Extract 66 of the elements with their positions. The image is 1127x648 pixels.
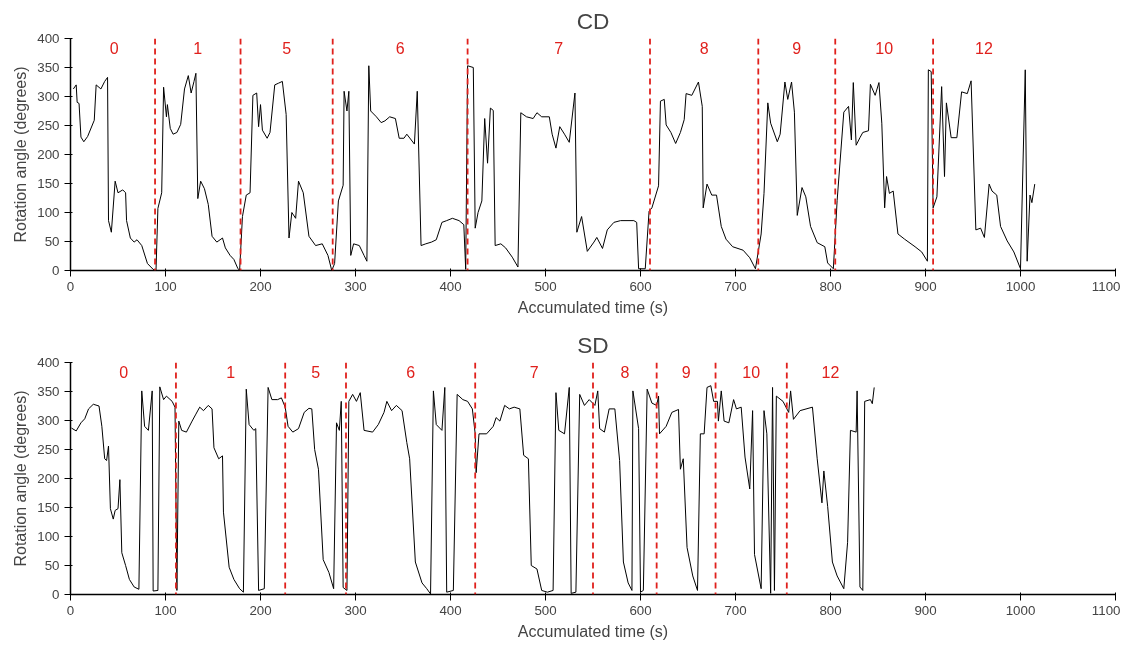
x-tick-label: 800 xyxy=(819,602,842,618)
chart-title: SD xyxy=(577,331,609,358)
y-tick-label: 150 xyxy=(37,500,60,515)
annotation: 9 xyxy=(792,39,802,57)
annotation: 12 xyxy=(975,39,993,57)
y-tick-label: 50 xyxy=(44,234,60,249)
x-tick-label: 300 xyxy=(344,278,367,294)
annotation: 7 xyxy=(529,363,539,381)
annotation: 7 xyxy=(554,39,564,57)
y-tick-label: 0 xyxy=(52,587,60,602)
annotation: 6 xyxy=(406,363,416,381)
x-tick-label: 1000 xyxy=(1005,278,1036,294)
annotation: 12 xyxy=(821,363,840,381)
y-tick-label: 250 xyxy=(37,442,60,457)
x-tick-label: 500 xyxy=(534,278,557,294)
annotation: 5 xyxy=(311,363,321,381)
x-tick-label: 500 xyxy=(534,602,557,618)
annotation: 1 xyxy=(193,39,203,57)
x-tick-label: 100 xyxy=(154,602,177,618)
annotation: 10 xyxy=(875,39,894,57)
y-tick-label: 50 xyxy=(44,558,60,573)
x-tick-label: 1100 xyxy=(1091,602,1121,618)
annotation: 8 xyxy=(620,363,630,381)
y-tick-label: 400 xyxy=(37,355,60,370)
x-tick-label: 1000 xyxy=(1005,602,1036,618)
y-tick-label: 300 xyxy=(37,413,60,428)
y-tick-label: 200 xyxy=(37,471,60,486)
x-tick-label: 400 xyxy=(439,602,462,618)
y-tick-label: 350 xyxy=(37,60,60,75)
x-tick-label: 600 xyxy=(629,602,652,618)
y-axis-title: Rotation angle (degrees) xyxy=(12,390,30,567)
annotation: 5 xyxy=(282,39,292,57)
x-tick-label: 400 xyxy=(439,278,462,294)
x-tick-label: 200 xyxy=(249,278,272,294)
x-tick-label: 800 xyxy=(819,278,842,294)
annotation: 1 xyxy=(226,363,236,381)
annotation: 0 xyxy=(109,39,119,57)
x-axis-title: Accumulated time (s) xyxy=(517,298,669,316)
x-tick-label: 600 xyxy=(629,278,652,294)
x-tick-label: 1100 xyxy=(1091,278,1121,294)
y-tick-label: 100 xyxy=(37,529,60,544)
y-axis-title: Rotation angle (degrees) xyxy=(12,66,30,243)
y-tick-label: 200 xyxy=(37,147,60,162)
y-tick-label: 250 xyxy=(37,118,60,133)
x-tick-label: 300 xyxy=(344,602,367,618)
annotation: 6 xyxy=(395,39,405,57)
x-tick-label: 700 xyxy=(724,602,747,618)
annotation: 8 xyxy=(699,39,709,57)
x-axis-title: Accumulated time (s) xyxy=(517,622,669,640)
y-tick-label: 0 xyxy=(52,263,60,278)
x-tick-label: 100 xyxy=(154,278,177,294)
annotation: 9 xyxy=(681,363,691,381)
chart-title: CD xyxy=(576,7,610,34)
y-tick-label: 100 xyxy=(37,205,60,220)
x-tick-label: 200 xyxy=(249,602,272,618)
y-tick-label: 350 xyxy=(37,384,60,399)
annotation: 0 xyxy=(119,363,129,381)
x-tick-label: 900 xyxy=(914,602,937,618)
y-tick-label: 300 xyxy=(37,89,60,104)
x-tick-label: 0 xyxy=(66,278,75,294)
y-tick-label: 400 xyxy=(37,31,60,46)
x-tick-label: 900 xyxy=(914,278,937,294)
annotation: 10 xyxy=(742,363,761,381)
x-tick-label: 700 xyxy=(724,278,747,294)
x-tick-label: 0 xyxy=(66,602,75,618)
y-tick-label: 150 xyxy=(37,176,60,191)
